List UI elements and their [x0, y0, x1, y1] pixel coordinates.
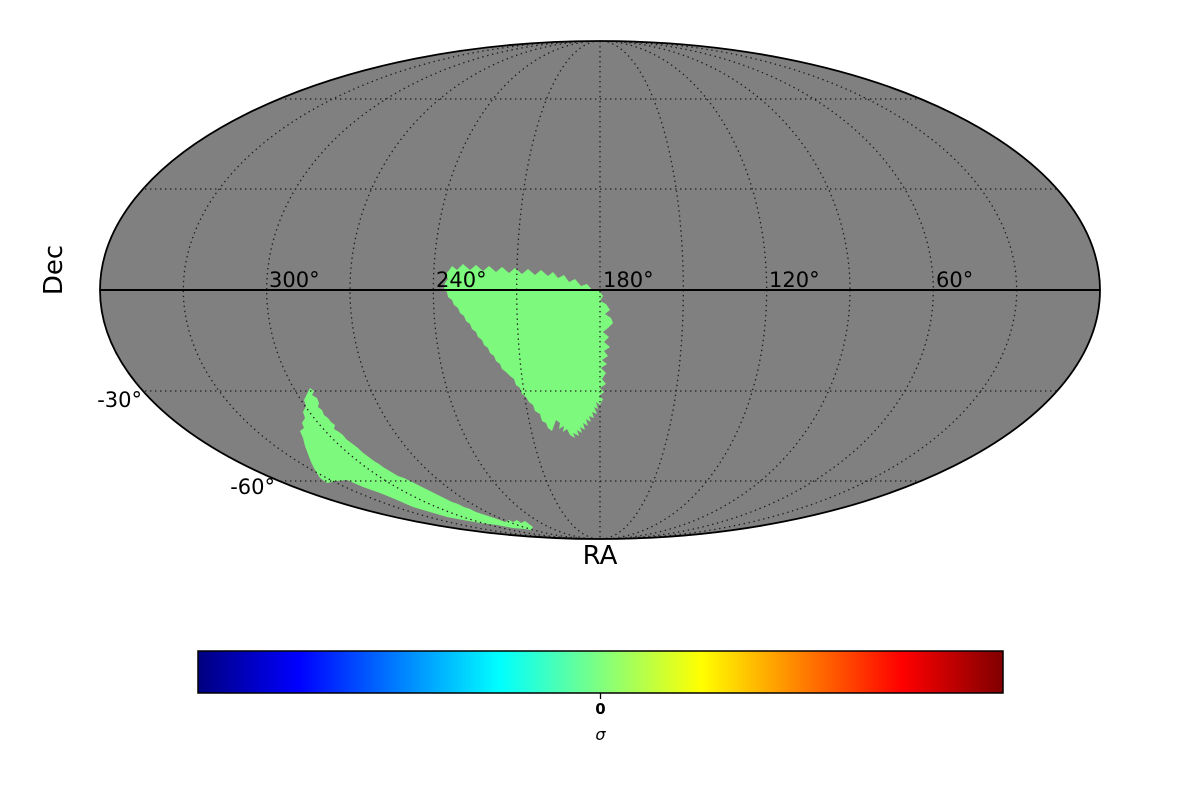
ra-tick-labels: 300° 240° 180° 120° 60° [269, 268, 973, 292]
x-axis-label: RA [583, 541, 618, 571]
ra-tick-60: 60° [936, 268, 973, 292]
highlighted-region-south [300, 388, 533, 530]
highlighted-region-north [444, 264, 613, 438]
dec-tick-minus60: -60° [230, 475, 275, 499]
ra-tick-120: 120° [769, 268, 820, 292]
mollweide-map: 300° 240° 180° 120° 60° -30° -60° Dec RA [39, 40, 1101, 571]
graticule [100, 41, 1100, 539]
dec-tick-minus30: -30° [97, 388, 142, 412]
colorbar: 0 σ [197, 650, 1004, 744]
ra-tick-300: 300° [269, 268, 320, 292]
ra-tick-180: 180° [603, 268, 654, 292]
map-boundary [99, 40, 1101, 540]
y-axis-label: Dec [39, 245, 69, 295]
region-layer [300, 264, 613, 530]
colorbar-tick-label: 0 [595, 700, 605, 718]
dec-tick-labels: -30° -60° [97, 388, 275, 499]
ra-tick-240: 240° [436, 268, 487, 292]
colorbar-gradient-bar [197, 650, 1004, 694]
colorbar-axis-label: σ [595, 725, 606, 744]
